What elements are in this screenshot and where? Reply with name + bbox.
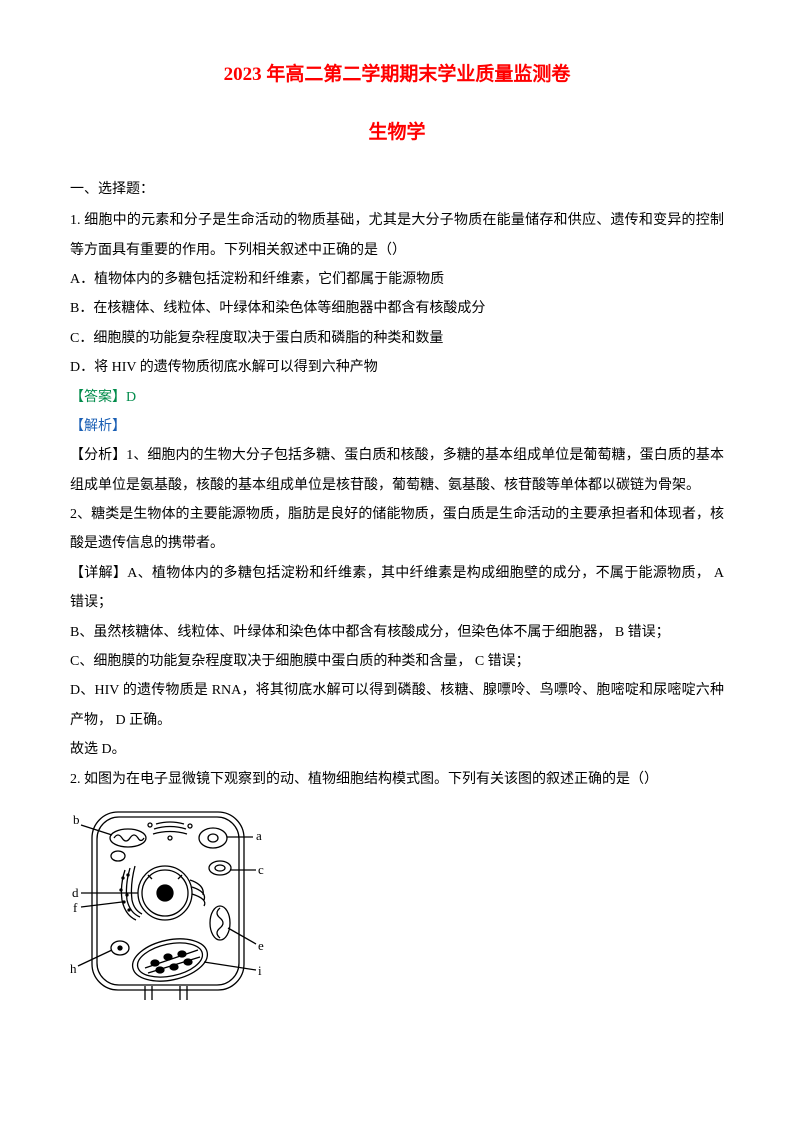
diagram-label-h: h [70, 961, 77, 976]
diagram-label-d: d [72, 885, 79, 900]
q1-analysis-p1: 【分析】1、细胞内的生物大分子包括多糖、蛋白质和核酸，多糖的基本组成单位是葡萄糖… [70, 441, 724, 500]
q1-analysis-p2: 2、糖类是生物体的主要能源物质，脂肪是良好的储能物质，蛋白质是生命活动的主要承担… [70, 500, 724, 559]
q1-detail-c: C、细胞膜的功能复杂程度取决于细胞膜中蛋白质的种类和含量， C 错误； [70, 647, 724, 676]
diagram-label-a: a [256, 828, 262, 843]
q1-option-a: A．植物体内的多糖包括淀粉和纤维素，它们都属于能源物质 [70, 265, 724, 294]
q1-stem: 1. 细胞中的元素和分子是生命活动的物质基础，尤其是大分子物质在能量储存和供应、… [70, 206, 724, 265]
q2-stem: 2. 如图为在电子显微镜下观察到的动、植物细胞结构模式图。下列有关该图的叙述正确… [70, 765, 724, 794]
exam-title-main: 2023 年高二第二学期期末学业质量监测卷 [70, 55, 724, 95]
diagram-label-e: e [258, 938, 264, 953]
q1-answer: 【答案】D [70, 383, 724, 412]
q1-option-d: D．将 HIV 的遗传物质彻底水解可以得到六种产物 [70, 353, 724, 382]
diagram-label-i: i [258, 963, 262, 978]
q1-conclusion: 故选 D。 [70, 735, 724, 764]
diagram-label-c: c [258, 862, 264, 877]
section-header: 一、选择题： [70, 175, 724, 204]
diagram-label-f: f [73, 900, 78, 915]
q1-detail-d: D、HIV 的遗传物质是 RNA，将其彻底水解可以得到磷酸、核糖、腺嘌呤、鸟嘌呤… [70, 676, 724, 735]
q1-option-c: C．细胞膜的功能复杂程度取决于蛋白质和磷脂的种类和数量 [70, 324, 724, 353]
cell-diagram: a b c d e f h i [70, 800, 724, 1016]
q1-option-b: B．在核糖体、线粒体、叶绿体和染色体等细胞器中都含有核酸成分 [70, 294, 724, 323]
q1-detail-a: 【详解】A、植物体内的多糖包括淀粉和纤维素，其中纤维素是构成细胞壁的成分，不属于… [70, 559, 724, 618]
exam-title-subject: 生物学 [70, 113, 724, 153]
q1-analysis-label: 【解析】 [70, 412, 724, 441]
diagram-label-b: b [73, 812, 80, 827]
q1-detail-b: B、虽然核糖体、线粒体、叶绿体和染色体中都含有核酸成分，但染色体不属于细胞器， … [70, 618, 724, 647]
